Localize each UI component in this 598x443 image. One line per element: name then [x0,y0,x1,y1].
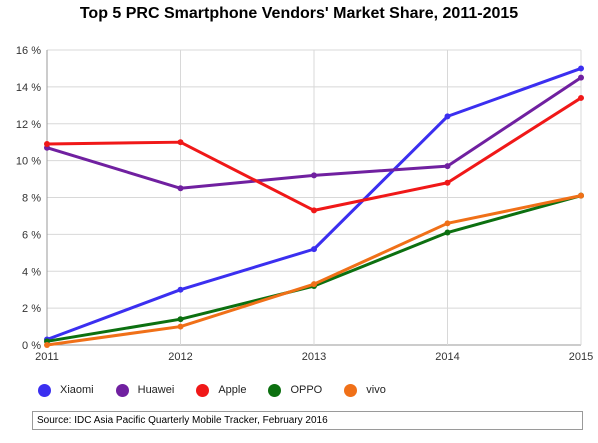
legend-swatch [38,383,51,397]
data-point [444,163,451,170]
y-tick-label: 16 % [16,45,41,57]
legend-swatch [115,383,129,397]
data-point [311,246,317,253]
series-vivo [44,192,584,348]
data-point [177,185,184,192]
legend-label: Huawei [137,384,175,396]
chart-title: Top 5 PRC Smartphone Vendors' Market Sha… [79,5,519,22]
data-point [44,342,50,348]
series-apple [44,94,584,214]
data-point [578,65,584,72]
y-tick-label: 10 % [16,156,41,168]
legend-item-oppo: OPPO [268,383,323,397]
data-point [444,220,451,227]
source-note: Source: IDC Asia Pacific Quarterly Mobil… [32,411,583,430]
legend-label: vivo [366,384,386,396]
grid-lines [46,49,582,346]
data-point [177,323,184,330]
data-point [578,74,584,81]
x-axis-ticks: 2011 2012 2013 2014 2015 [35,351,593,363]
legend-item-xiaomi: Xiaomi [38,383,94,397]
data-point [177,316,184,323]
y-tick-label: 12 % [16,119,41,131]
data-point [578,192,584,199]
data-point [444,229,451,236]
legend: Xiaomi Huawei Apple OPPO vivo [38,380,408,400]
data-point [444,113,451,120]
data-point [177,139,184,146]
x-tick-label: 2015 [569,351,593,363]
y-tick-label: 2 % [22,303,41,315]
x-tick-label: 2014 [435,351,459,363]
legend-label: Xiaomi [60,384,94,396]
y-tick-label: 6 % [22,229,41,241]
legend-swatch [268,383,282,397]
data-point [578,94,584,101]
data-point [177,286,184,293]
legend-label: OPPO [290,384,323,396]
data-point [44,141,50,148]
data-point [444,179,451,186]
legend-item-vivo: vivo [344,383,386,397]
y-tick-label: 8 % [22,193,41,205]
x-tick-label: 2012 [168,351,192,363]
data-point [311,281,317,288]
legend-item-huawei: Huawei [115,383,175,397]
data-point [311,172,317,179]
y-axis-ticks: 0 % 2 % 4 % 6 % 8 % 10 % 12 % 14 % 16 % [16,45,41,352]
series-lines [44,65,584,348]
y-tick-label: 4 % [22,266,41,278]
legend-swatch [196,383,210,397]
legend-label: Apple [218,384,247,396]
y-tick-label: 0 % [22,340,41,352]
series-huawei [44,74,584,192]
data-point [311,207,317,214]
y-tick-label: 14 % [16,82,41,94]
x-tick-label: 2013 [302,351,326,363]
line-chart: 0 % 2 % 4 % 6 % 8 % 10 % 12 % 14 % 16 % 2011 2012… [16,45,593,363]
legend-swatch [344,383,358,397]
x-tick-label: 2011 [35,351,59,363]
legend-item-apple: Apple [196,383,247,397]
series-xiaomi [44,65,584,343]
